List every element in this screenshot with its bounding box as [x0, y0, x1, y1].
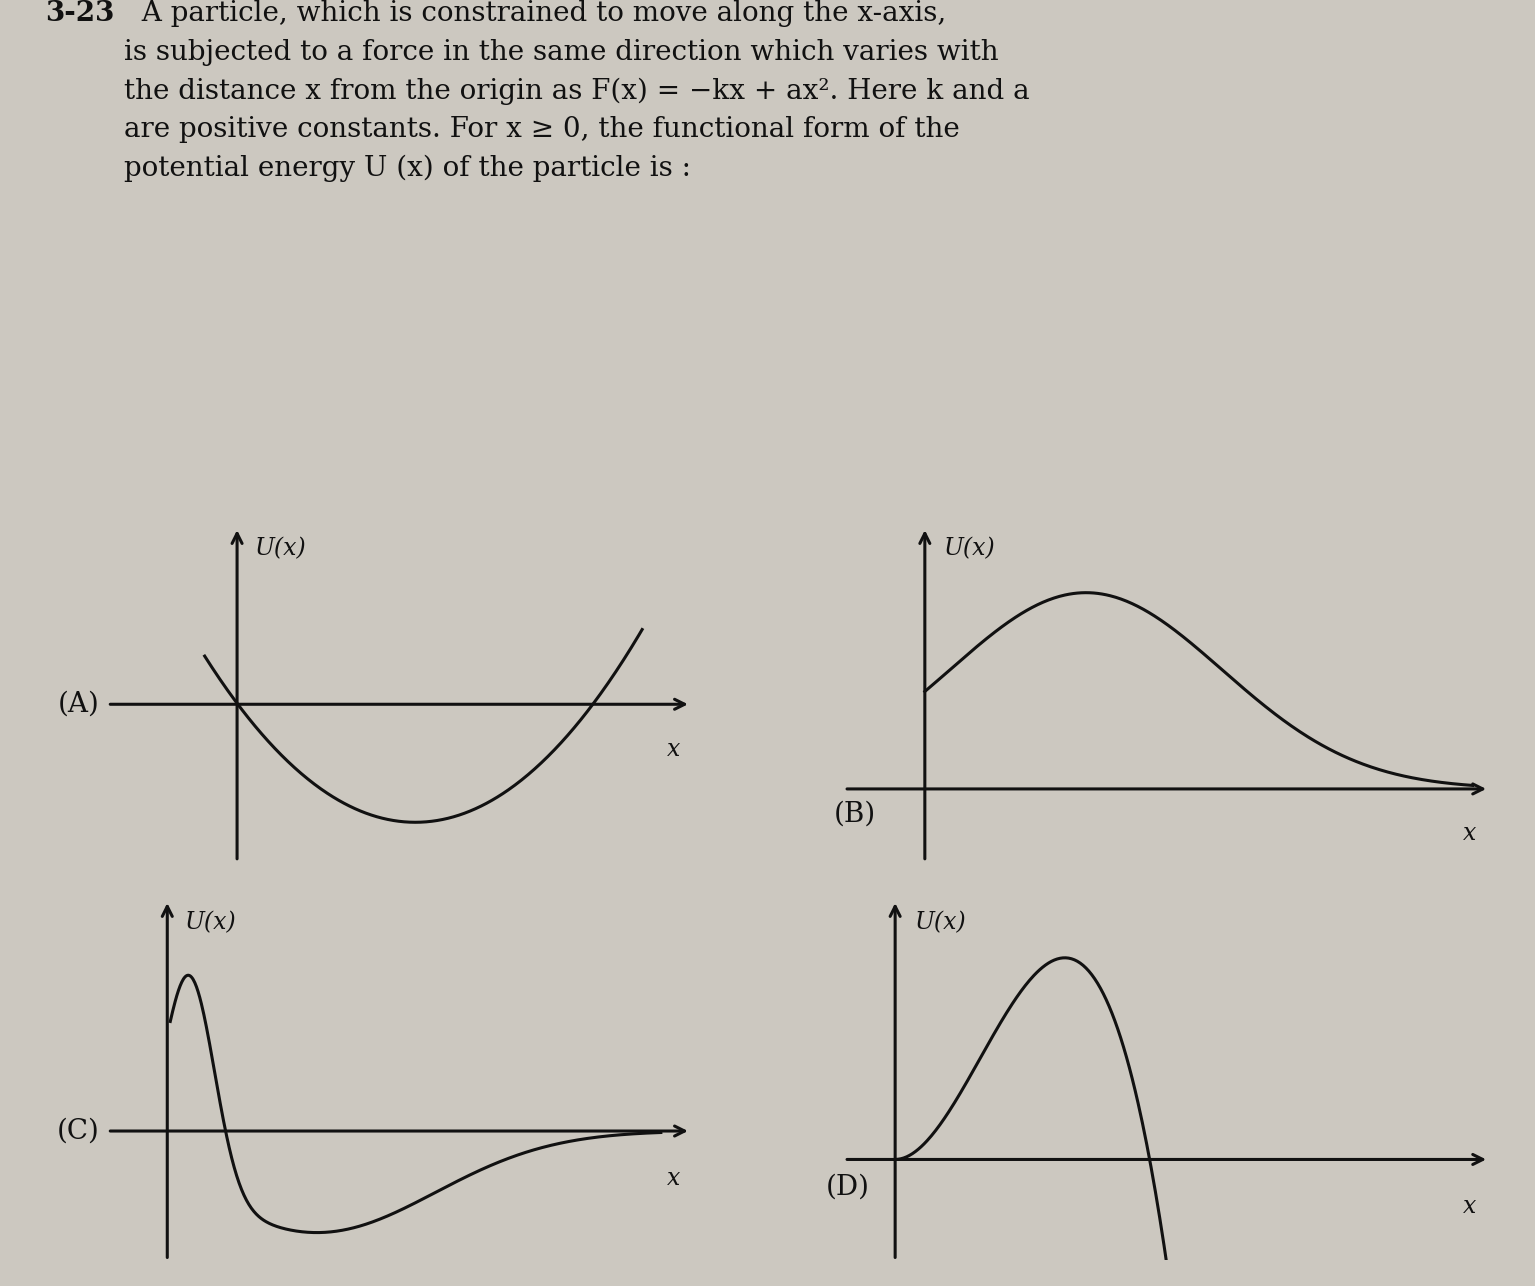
Text: U(x): U(x) — [255, 538, 307, 561]
Text: x: x — [666, 738, 680, 761]
Text: A particle, which is constrained to move along the x-axis,
is subjected to a for: A particle, which is constrained to move… — [123, 0, 1028, 183]
Text: x: x — [666, 1166, 680, 1190]
Text: (D): (D) — [826, 1174, 870, 1201]
Text: (B): (B) — [834, 801, 876, 828]
Text: U(x): U(x) — [915, 910, 966, 934]
Text: U(x): U(x) — [184, 910, 236, 934]
Text: x: x — [1463, 1196, 1477, 1218]
Text: (A): (A) — [57, 691, 100, 718]
Text: U(x): U(x) — [944, 538, 996, 561]
Text: 3-23: 3-23 — [46, 0, 115, 27]
Text: x: x — [1463, 822, 1477, 845]
Text: (C): (C) — [57, 1118, 100, 1145]
